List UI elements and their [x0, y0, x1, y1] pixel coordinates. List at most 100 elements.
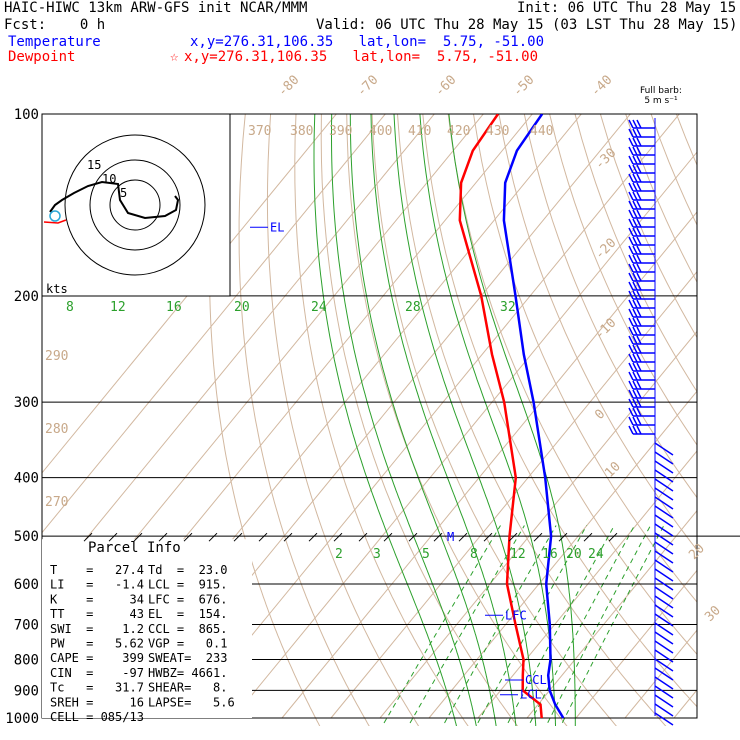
wind-barb-flag: [628, 299, 634, 309]
parcel-row-left: TT = 43: [50, 607, 144, 621]
wind-barb: [654, 514, 674, 528]
wind-barb-flag: [632, 299, 638, 309]
isotherm-line: [330, 270, 697, 719]
moist-adiabat-label: 20: [234, 300, 250, 315]
pressure-tick-label: 100: [14, 107, 39, 123]
dry-adiabat-line: [498, 114, 697, 551]
wind-barb-flag: [636, 416, 642, 426]
dewpoint-location: x,y=276.31,106.35 lat,lon= 5.75, -51.00: [184, 49, 539, 65]
isobar-hatch: [258, 532, 268, 542]
parcel-row-right: VGP = 0.1: [148, 637, 227, 651]
isobar-hatch: [408, 532, 418, 542]
wind-barb-flag: [636, 398, 642, 408]
theta-label: 400: [369, 124, 392, 139]
wind-barb-flag: [632, 182, 638, 192]
wind-barb-flag: [628, 137, 634, 147]
barb-key-title: Full barb:: [640, 86, 682, 96]
wind-barb-flag: [632, 164, 638, 174]
wind-barb-flag: [632, 227, 638, 237]
wind-barb: [654, 586, 674, 600]
temperature-trace: [502, 114, 565, 719]
isobar-hatch: [83, 532, 93, 542]
wind-barb-flag: [628, 290, 634, 300]
wind-barb-flag: [636, 380, 642, 390]
isotherm-label: -20: [592, 236, 619, 263]
wind-barb-flag: [632, 362, 638, 372]
parcel-row-right: Td = 23.0: [148, 563, 227, 577]
parcel-row-left: PW = 5.62: [50, 637, 144, 651]
wind-barb-flag: [632, 209, 638, 219]
hodograph-ring-label: 15: [87, 158, 101, 172]
moist-adiabat-line: [313, 114, 457, 726]
wind-barb-flag: [632, 389, 638, 399]
moist-adiabat-label: 12: [110, 300, 126, 315]
isotherm-label: -10: [592, 316, 619, 343]
wind-barb-flag: [636, 191, 642, 201]
parcel-row-right: SWEAT= 233: [148, 651, 227, 665]
wind-barb-flag: [632, 245, 638, 255]
isobar-hatch: [558, 532, 568, 542]
dry-adiabat-line: [473, 114, 697, 603]
wind-barb-flag: [632, 290, 638, 300]
theta-label: 430: [486, 124, 509, 139]
isotherm-label: -70: [354, 73, 381, 100]
hodograph-ring: [64, 134, 206, 276]
wind-barb-flag: [636, 389, 642, 399]
wind-barb: [654, 523, 674, 537]
parcel-row-left: CIN = -97: [50, 666, 144, 680]
wind-barb: [654, 577, 674, 591]
wind-barb: [654, 631, 674, 645]
wind-barb: [654, 505, 674, 519]
isotherm-line: [42, 114, 337, 474]
isobar-hatch: [483, 532, 493, 542]
temperature-location: x,y=276.31,106.35 lat,lon= 5.75, -51.00: [190, 34, 545, 50]
parcel-row-right: CCL = 865.: [148, 622, 227, 636]
wind-barb-flag: [632, 281, 638, 291]
wind-barb-flag: [628, 146, 634, 156]
moist-adiabat-line: [393, 114, 537, 726]
mixing-ratio-line: [527, 525, 635, 726]
wind-barb: [654, 712, 674, 726]
isobar-hatch: [383, 532, 393, 542]
mixing-ratio-line: [475, 525, 588, 726]
wind-barb-flag: [636, 371, 642, 381]
parcel-row-left: LI = -1.4: [50, 578, 144, 592]
wind-barb-flag: [628, 191, 634, 201]
isobar-hatch: [608, 532, 618, 542]
hodograph-ring: [89, 159, 181, 251]
wind-barb-flag: [636, 407, 642, 417]
isotherm-line: [232, 151, 697, 719]
dry-adiabat-line: [346, 114, 568, 726]
pressure-tick-label: 600: [14, 577, 39, 593]
isotherm-line: [379, 330, 697, 719]
wind-barb-flag: [636, 218, 642, 228]
dry-adiabat-line: [320, 114, 519, 726]
wind-barb-flag: [632, 146, 638, 156]
wind-barb-flag: [628, 182, 634, 192]
moist-adiabat-line: [349, 114, 497, 726]
dry-adiabat-line: [574, 114, 697, 393]
wind-barb-flag: [628, 218, 634, 228]
theta-label: 410: [408, 124, 431, 139]
parcel-row-left: SWI = 1.2: [50, 622, 144, 636]
wind-barb-flag: [628, 254, 634, 264]
wind-barb-flag: [628, 371, 634, 381]
isobar-hatch: [208, 532, 218, 542]
level-label-lcl: LCL: [520, 688, 542, 702]
parcel-row-right: EL = 154.: [148, 607, 227, 621]
wind-barb-flag: [628, 281, 634, 291]
isobar-hatch: [283, 532, 293, 542]
isotherm-line: [183, 114, 680, 719]
wind-barb-flag: [632, 191, 638, 201]
wind-barb: [654, 703, 674, 717]
dry-adiabat-line: [422, 114, 697, 708]
wind-barb: [654, 595, 674, 609]
wind-barb-flag: [632, 308, 638, 318]
mixing-ratio-line: [407, 525, 525, 726]
wind-barb-flag: [636, 146, 642, 156]
wind-barb-flag: [632, 128, 638, 138]
barb-key: Full barb: 5 m s⁻¹: [640, 86, 682, 106]
wind-barb: [654, 676, 674, 690]
isotherm-line: [673, 689, 697, 719]
dewpoint-legend: Dewpoint: [8, 49, 76, 65]
